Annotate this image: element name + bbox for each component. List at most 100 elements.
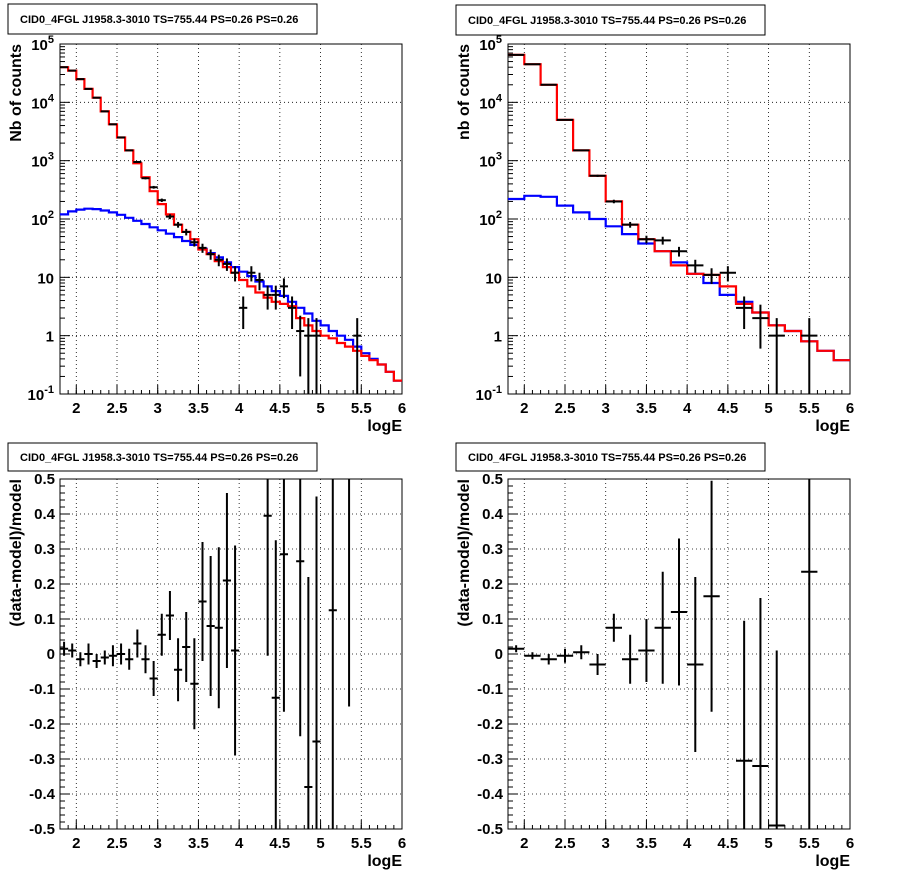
data-point bbox=[540, 654, 557, 665]
data-point bbox=[133, 629, 142, 658]
x-axis-label: logE bbox=[815, 853, 850, 870]
y-tick-label: 104 bbox=[31, 92, 55, 112]
y-tick-label: 102 bbox=[31, 209, 54, 229]
x-tick-label: 2.5 bbox=[555, 835, 576, 852]
y-tick-label: -0.3 bbox=[477, 751, 503, 768]
data-point bbox=[141, 177, 150, 180]
x-tick-label: 4 bbox=[683, 835, 692, 852]
plot-frame bbox=[507, 43, 851, 395]
data-point bbox=[84, 643, 93, 665]
x-tick-label: 4.5 bbox=[269, 835, 290, 852]
x-tick-label: 4.5 bbox=[717, 835, 738, 852]
y-tick-label: 1 bbox=[46, 329, 54, 346]
chart-title: CID0_4FGL J1958.3-3010 TS=755.44 PS=0.26… bbox=[20, 452, 298, 464]
y-tick-label: -0.2 bbox=[29, 716, 55, 733]
plot-area bbox=[508, 479, 818, 829]
data-point bbox=[589, 654, 606, 675]
data-point bbox=[117, 136, 126, 139]
data-point bbox=[198, 243, 207, 253]
x-tick-label: 6 bbox=[846, 835, 854, 852]
data-point bbox=[296, 479, 305, 737]
y-tick-label: -0.5 bbox=[29, 821, 55, 838]
y-axis-label: Nb of counts bbox=[8, 44, 25, 142]
data-point bbox=[622, 634, 639, 684]
x-axis-label: logE bbox=[367, 853, 402, 870]
data-point bbox=[190, 238, 199, 247]
x-tick-label: 2.5 bbox=[107, 400, 128, 417]
y-axis-label: nb of counts bbox=[456, 44, 473, 140]
x-tick-label: 5 bbox=[764, 835, 772, 852]
x-tick-label: 3 bbox=[602, 400, 610, 417]
chart-title: CID0_4FGL J1958.3-3010 TS=755.44 PS=0.26… bbox=[468, 452, 746, 464]
y-tick-label: 105 bbox=[31, 34, 54, 54]
x-tick-label: 2.5 bbox=[555, 400, 576, 417]
data-point bbox=[304, 577, 313, 829]
data-point bbox=[174, 221, 183, 228]
x-tick-label: 6 bbox=[846, 400, 854, 417]
data-point bbox=[670, 246, 688, 257]
data-point bbox=[255, 272, 264, 291]
data-point bbox=[703, 268, 720, 284]
data-point bbox=[231, 266, 240, 282]
y-tick-label: -0.3 bbox=[29, 751, 55, 768]
data-point bbox=[573, 149, 590, 152]
y-tick-label: 10-1 bbox=[28, 384, 54, 404]
plot-area bbox=[508, 53, 850, 394]
y-tick-label: 0.2 bbox=[34, 576, 55, 593]
x-tick-label: 4 bbox=[235, 400, 244, 417]
data-point bbox=[125, 149, 134, 152]
data-point bbox=[801, 479, 818, 829]
data-point bbox=[703, 480, 720, 712]
data-point bbox=[239, 296, 248, 330]
data-point bbox=[149, 185, 158, 189]
x-tick-label: 2 bbox=[72, 835, 80, 852]
data-point bbox=[670, 538, 688, 686]
data-point bbox=[125, 648, 134, 670]
y-tick-label: 0 bbox=[47, 646, 55, 663]
y-tick-label: 0.4 bbox=[482, 506, 504, 523]
data-point bbox=[768, 650, 785, 829]
x-tick-label: 3.5 bbox=[188, 400, 209, 417]
data-point bbox=[736, 620, 753, 829]
y-tick-label: 103 bbox=[31, 151, 54, 171]
y-axis-label: (data-model)/model bbox=[8, 479, 25, 627]
data-point bbox=[231, 545, 240, 756]
x-tick-label: 4 bbox=[235, 835, 244, 852]
x-tick-label: 4 bbox=[683, 400, 692, 417]
title-box bbox=[7, 3, 318, 35]
y-tick-label: 104 bbox=[479, 92, 503, 112]
data-point bbox=[279, 479, 288, 712]
data-point bbox=[312, 318, 321, 394]
x-tick-label: 2 bbox=[520, 400, 528, 417]
data-point bbox=[752, 598, 769, 829]
data-point bbox=[92, 654, 101, 668]
chart-title: CID0_4FGL J1958.3-3010 TS=755.44 PS=0.26… bbox=[468, 15, 746, 27]
x-tick-label: 3.5 bbox=[636, 835, 657, 852]
x-tick-label: 5 bbox=[764, 400, 772, 417]
chart-panel-1: 2 2.5 3 3.5 4 4.5 5 5.5 6 10-1 1 10 102 103 104 105 logE… bbox=[7, 3, 406, 435]
data-point bbox=[271, 285, 280, 310]
data-point bbox=[524, 652, 541, 660]
title-box bbox=[455, 442, 766, 472]
data-point bbox=[348, 479, 351, 707]
title-box bbox=[455, 4, 766, 36]
x-tick-label: 3 bbox=[154, 835, 162, 852]
x-axis-label: logE bbox=[367, 418, 402, 435]
y-tick-label: 0.4 bbox=[34, 506, 56, 523]
data-point bbox=[214, 547, 223, 709]
x-tick-label: 5.5 bbox=[351, 400, 372, 417]
data-point bbox=[304, 318, 313, 394]
data-point bbox=[638, 235, 655, 244]
x-tick-label: 5 bbox=[316, 835, 324, 852]
data-point bbox=[654, 571, 671, 684]
y-tick-label: 0.5 bbox=[482, 471, 503, 488]
y-tick-label: -0.4 bbox=[29, 786, 56, 803]
data-point bbox=[508, 645, 525, 653]
data-point bbox=[157, 198, 166, 202]
y-tick-label: 0.5 bbox=[34, 471, 55, 488]
data-point bbox=[108, 123, 117, 126]
chart-panel-4: 2 2.5 3 3.5 4 4.5 5 5.5 6 -0.5 -0.4 -0.3 -0.2 -0.1 0 0.… bbox=[455, 442, 854, 870]
data-point bbox=[133, 160, 142, 163]
